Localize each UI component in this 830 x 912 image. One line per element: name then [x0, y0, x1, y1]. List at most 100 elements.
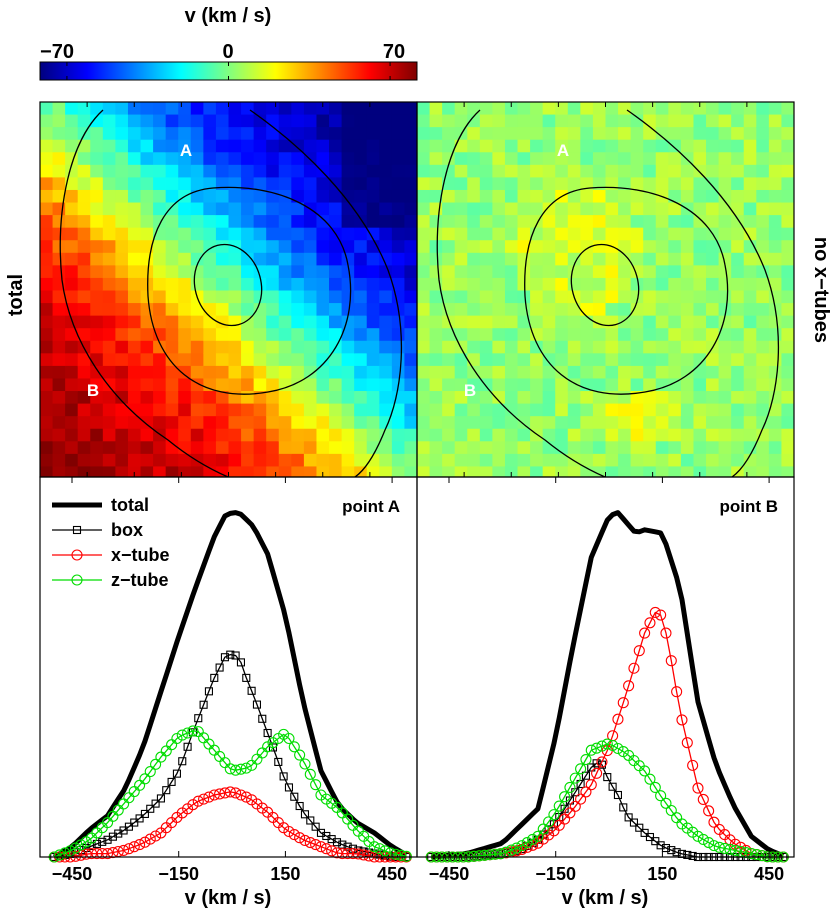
map-cell [316, 428, 330, 442]
map-cell [706, 177, 720, 191]
map-cell [517, 227, 531, 241]
map-cell [454, 215, 468, 229]
map-cell [153, 265, 167, 279]
map-cell [65, 328, 79, 342]
map-cell [90, 114, 104, 128]
map-cell [115, 441, 129, 455]
map-cell [366, 378, 380, 392]
map-cell [178, 403, 192, 417]
map-cell [643, 340, 657, 354]
map-cell [768, 403, 783, 417]
data-point [144, 766, 156, 778]
map-cell [768, 227, 783, 241]
map-cell [266, 265, 280, 279]
map-cell [404, 127, 417, 141]
data-point [400, 850, 412, 862]
map-cell [241, 391, 255, 405]
map-cell [454, 416, 468, 430]
point-a-label: A [180, 141, 192, 160]
map-cell [153, 290, 167, 304]
map-cell [592, 453, 607, 468]
map-cell [127, 215, 142, 229]
map-cell [165, 177, 179, 191]
map-cell [517, 391, 531, 405]
map-cell [781, 403, 794, 417]
map-cell [492, 277, 506, 292]
map-cell [768, 453, 783, 468]
map-cell [731, 353, 745, 367]
map-cell [153, 378, 167, 392]
map-cell [190, 189, 204, 204]
map-cell [341, 139, 355, 153]
colorbar-ticks [66, 62, 391, 80]
data-point [332, 838, 342, 847]
map-cell [303, 114, 318, 128]
map-cell [65, 240, 79, 254]
map-cell [668, 340, 682, 354]
map-cell [316, 114, 330, 128]
map-cell [391, 252, 406, 266]
map-cell [203, 152, 217, 166]
map-cell [567, 202, 581, 216]
map-cell [303, 403, 318, 417]
map-cell [492, 139, 506, 153]
map-cell [768, 277, 783, 292]
map-cell [77, 252, 91, 266]
map-cell [115, 277, 129, 292]
map-cell [316, 403, 330, 417]
map-cell [618, 416, 632, 430]
map-cell [504, 139, 519, 153]
colorbar-title: v (km / s) [185, 5, 272, 27]
map-cell [530, 127, 544, 141]
map-cell [630, 466, 644, 477]
colorbar-mid-label: 0 [222, 41, 233, 63]
map-cell [228, 177, 242, 191]
series-line-total [430, 510, 785, 860]
map-cell [153, 277, 167, 292]
map-cell [102, 315, 116, 329]
map-cell [316, 303, 330, 317]
data-point [564, 781, 576, 793]
map-cell [215, 139, 230, 153]
map-cell [215, 202, 230, 216]
map-cell [768, 391, 783, 405]
map-cell [379, 453, 393, 468]
data-point [473, 850, 485, 862]
map-cell [618, 152, 632, 166]
map-cell [178, 164, 192, 178]
map-cell [417, 139, 431, 153]
map-cell [668, 215, 682, 229]
map-cell [291, 152, 305, 166]
map-cell [253, 353, 267, 367]
map-cell [479, 403, 493, 417]
map-cell [442, 453, 456, 468]
map-cell [291, 378, 305, 392]
map-cell [517, 378, 531, 392]
map-cell [542, 215, 556, 229]
map-cell [517, 252, 531, 266]
map-cell [316, 453, 330, 468]
data-point [649, 781, 661, 793]
data-point [230, 787, 242, 799]
map-cell [504, 240, 519, 254]
map-cell [517, 315, 531, 329]
map-cell [391, 114, 406, 128]
data-point [676, 714, 688, 726]
map-cell [693, 453, 707, 468]
map-cell [680, 303, 695, 317]
map-cell [555, 466, 569, 477]
map-cell [592, 290, 607, 304]
map-cell [429, 391, 443, 405]
data-point [288, 741, 300, 753]
map-cell [718, 365, 732, 380]
map-cell [756, 152, 770, 166]
map-cell [655, 315, 669, 329]
map-cell [178, 277, 192, 292]
map-cell [203, 265, 217, 279]
map-cell [630, 391, 644, 405]
map-cell [40, 277, 54, 292]
map-cell [630, 127, 644, 141]
map-cell [316, 441, 330, 455]
map-cell [391, 340, 406, 354]
map-cell [303, 391, 318, 405]
